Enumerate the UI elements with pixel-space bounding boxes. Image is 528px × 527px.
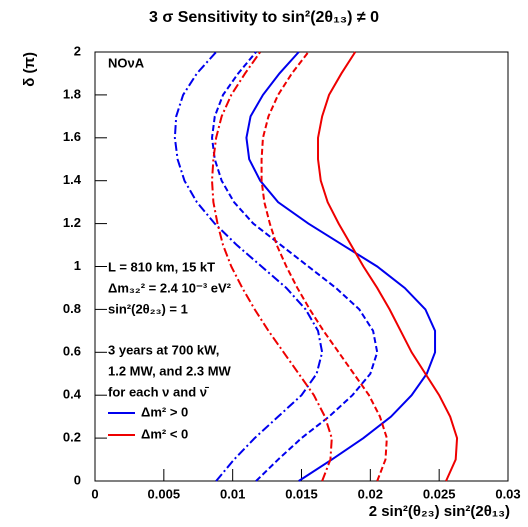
x-tick-label: 0.025 — [423, 486, 456, 501]
y-tick-label: 1.8 — [63, 86, 81, 101]
annotation: 3 years at 700 kW, — [108, 342, 219, 357]
x-tick-label: 0.005 — [148, 486, 181, 501]
annotation: Δm₃₂² = 2.4 10⁻³ eV² — [108, 280, 232, 295]
y-tick-label: 1.2 — [63, 215, 81, 230]
x-tick-label: 0 — [91, 486, 98, 501]
curve — [317, 51, 459, 482]
annotation: for each ν and ν̄ — [108, 384, 209, 399]
x-tick-label: 0.03 — [495, 486, 520, 501]
y-axis-label: δ (π) — [21, 52, 38, 87]
y-tick-label: 1.6 — [63, 129, 81, 144]
curve — [245, 51, 437, 482]
y-tick-label: 0.8 — [63, 301, 81, 316]
y-tick-label: 0 — [74, 472, 81, 487]
y-tick-label: 2 — [74, 43, 81, 58]
x-tick-label: 0.015 — [285, 486, 318, 501]
annotation: NOνA — [108, 55, 145, 70]
annotation: 1.2 MW, and 2.3 MW — [108, 363, 232, 378]
legend-label: Δm² < 0 — [141, 426, 188, 441]
x-tick-label: 0.02 — [358, 486, 383, 501]
y-tick-label: 0.6 — [63, 344, 81, 359]
curve — [211, 51, 379, 482]
y-tick-label: 0.2 — [63, 430, 81, 445]
y-tick-label: 1.4 — [63, 172, 82, 187]
curve — [211, 51, 333, 482]
annotation: sin²(2θ₂₃) = 1 — [108, 301, 188, 316]
x-tick-label: 0.01 — [220, 486, 245, 501]
chart-title: 3 σ Sensitivity to sin²(2θ₁₃) ≠ 0 — [149, 9, 379, 26]
legend-label: Δm² > 0 — [141, 404, 188, 419]
curve — [260, 51, 388, 482]
annotation: L = 810 km, 15 kT — [108, 259, 215, 274]
curve — [173, 51, 324, 482]
x-axis-label: 2 sin²(θ₂₃) sin²(2θ₁₃) — [369, 503, 510, 520]
y-tick-label: 0.4 — [63, 387, 82, 402]
y-tick-label: 1 — [74, 258, 81, 273]
